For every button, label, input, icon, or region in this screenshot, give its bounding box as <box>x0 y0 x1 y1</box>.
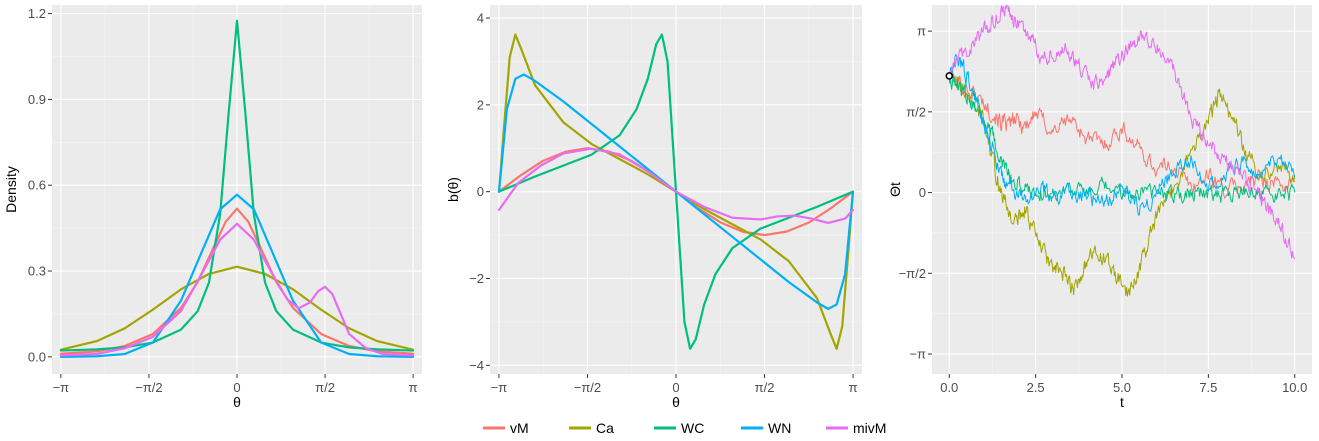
y-tick-label: 0.3 <box>28 264 46 279</box>
series-Ca-line <box>948 71 1296 297</box>
y-axis-title: b(θ) <box>445 177 461 202</box>
y-axis-title: Θt <box>887 182 903 197</box>
series-mivM-line <box>59 222 415 357</box>
legend-label-Ca: Ca <box>596 420 614 436</box>
x-axis-title: θ <box>233 394 241 410</box>
x-tick-label: −π/2 <box>574 380 601 395</box>
y-tick-label: 0 <box>477 184 484 199</box>
series-Ca-line <box>59 265 415 351</box>
series-WC-line <box>948 73 1296 204</box>
y-tick-label: −π <box>909 347 926 362</box>
series-group <box>948 5 1296 297</box>
x-axis-title: t <box>1120 394 1124 410</box>
x-tick-label: 7.5 <box>1199 380 1217 395</box>
series-mivM-line <box>497 147 855 225</box>
series-WN-line <box>59 193 415 358</box>
y-tick-label: 0 <box>919 185 926 200</box>
legend: vM Ca WC WN mivM <box>483 420 886 436</box>
y-tick-label: −4 <box>469 358 484 373</box>
y-tick-label: 0.0 <box>28 349 46 364</box>
x-tick-label: −π <box>53 380 70 395</box>
legend-label-WC: WC <box>681 420 704 436</box>
x-tick-label: 0 <box>233 380 240 395</box>
density-panel: −π −π/2 0 π/2 π 0.0 0.3 0.6 0.9 1.2 θ Density <box>3 5 422 410</box>
x-tick-label: −π/2 <box>135 380 162 395</box>
series-group <box>497 33 855 350</box>
y-tick-label: 4 <box>477 11 484 26</box>
series-mivM-line <box>948 5 1296 260</box>
y-tick-label: 0.9 <box>28 92 46 107</box>
x-tick-label: 0.0 <box>940 380 958 395</box>
y-tick-label: −π/2 <box>899 266 926 281</box>
legend-label-vM: vM <box>510 420 529 436</box>
drift-panel: −π −π/2 0 π/2 π −4 −2 0 2 4 θ b(θ) <box>445 5 862 410</box>
x-tick-label: 5.0 <box>1113 380 1131 395</box>
x-tick-label: π <box>849 380 858 395</box>
start-point-marker <box>945 72 954 80</box>
series-WN-line <box>948 53 1296 216</box>
y-tick-label: −2 <box>469 271 484 286</box>
y-tick-label: π/2 <box>906 104 926 119</box>
y-tick-label: 1.2 <box>28 6 46 21</box>
x-axis-title: θ <box>672 394 680 410</box>
x-tick-label: −π <box>491 380 508 395</box>
series-group <box>59 19 415 358</box>
y-tick-label: 2 <box>477 97 484 112</box>
x-tick-label: 0 <box>672 380 679 395</box>
series-vM-line <box>59 207 415 355</box>
legend-label-WN: WN <box>768 420 791 436</box>
x-tick-label: π/2 <box>755 380 775 395</box>
y-tick-label: 0.6 <box>28 178 46 193</box>
x-tick-label: π <box>409 380 418 395</box>
y-axis-title: Density <box>3 166 19 213</box>
trajectory-panel: 0.0 2.5 5.0 7.5 10.0 −π −π/2 0 π/2 π t Θt <box>887 5 1312 410</box>
x-tick-label: 10.0 <box>1282 380 1307 395</box>
series-vM-line <box>949 71 1296 199</box>
legend-label-mivM: mivM <box>853 420 886 436</box>
x-tick-label: 2.5 <box>1027 380 1045 395</box>
y-tick-label: π <box>917 24 926 39</box>
x-tick-label: π/2 <box>315 380 335 395</box>
